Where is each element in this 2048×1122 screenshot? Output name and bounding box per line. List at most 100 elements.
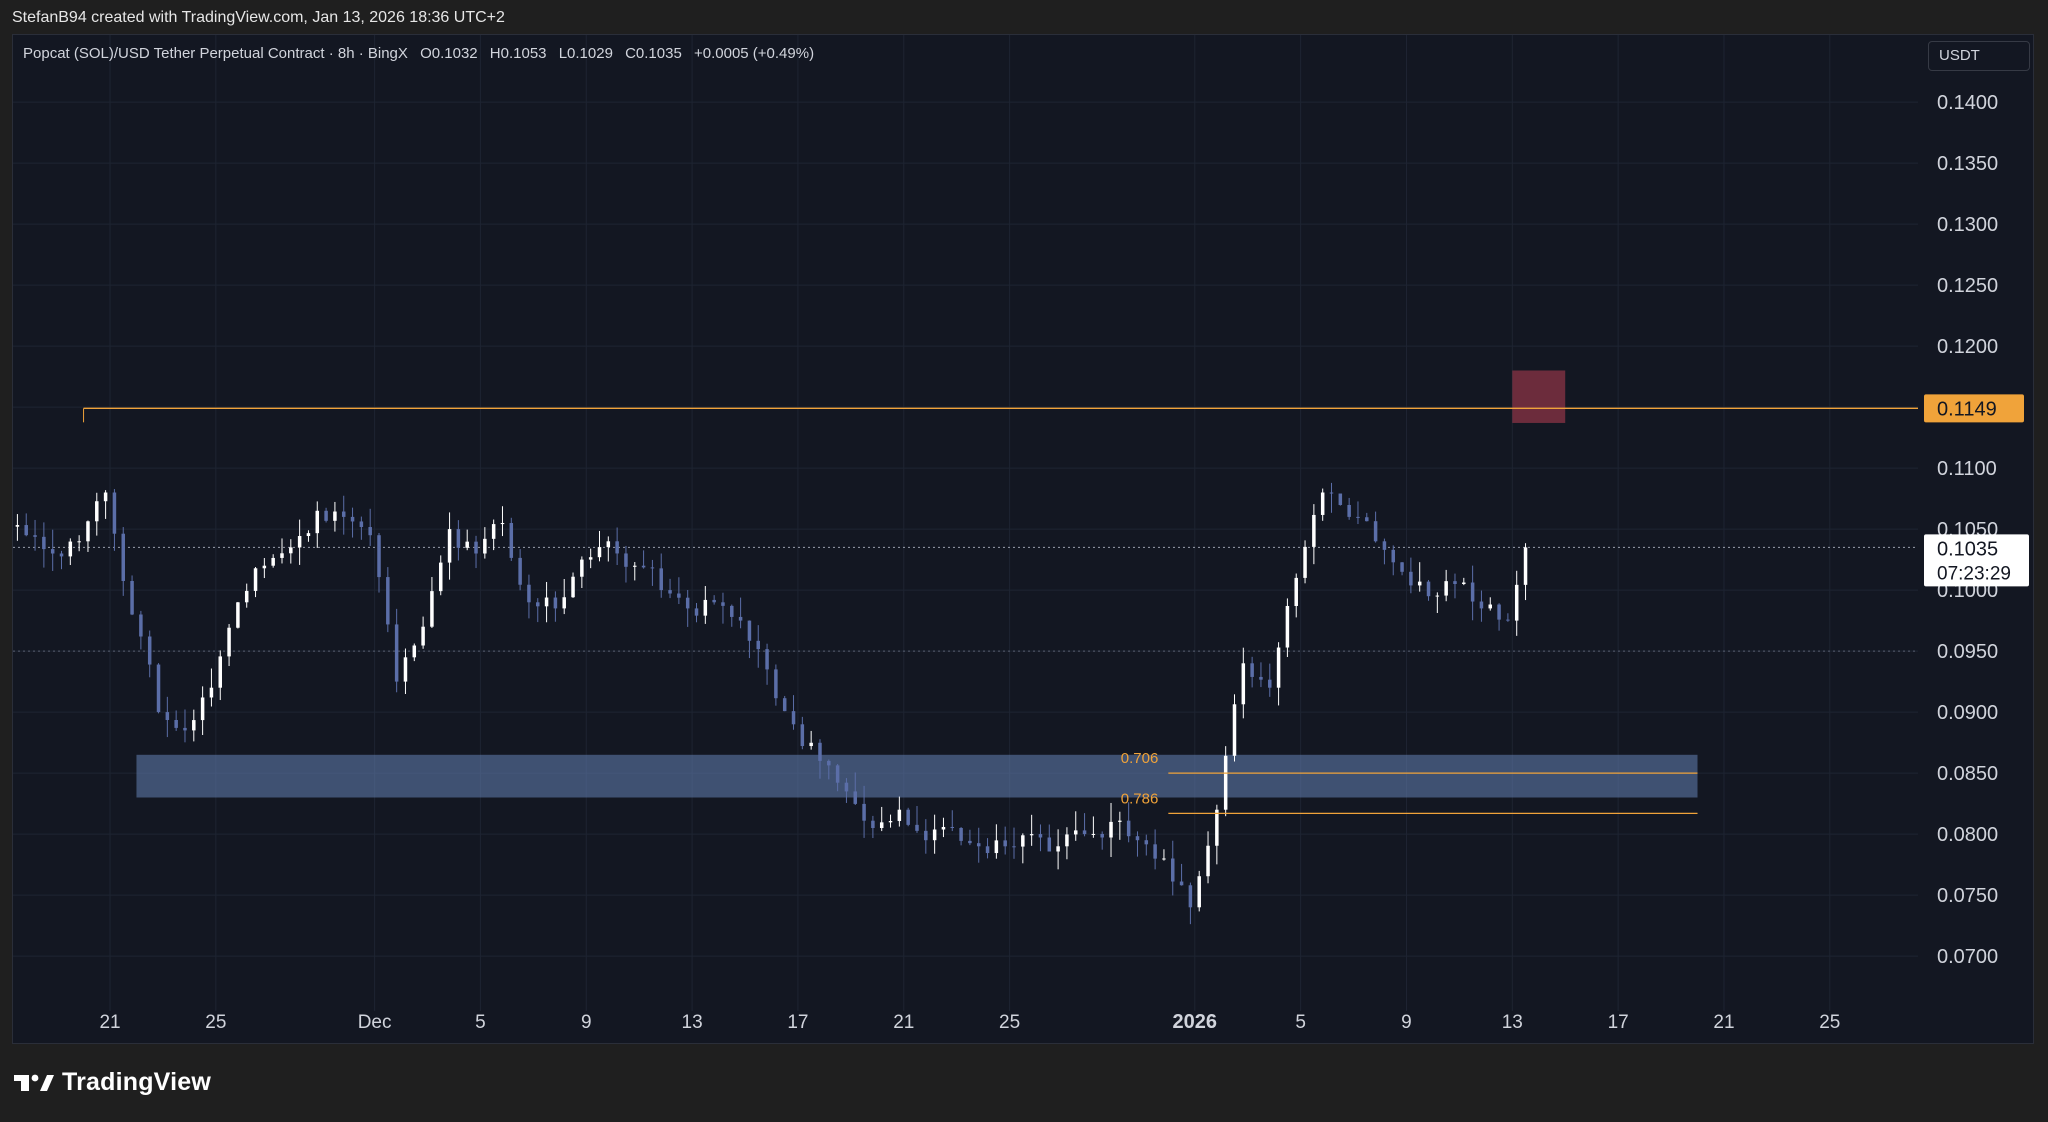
x-tick-label: 9 [581,1012,592,1033]
candle-body [1056,846,1060,852]
candle-body [941,826,946,830]
candle-body [95,501,99,522]
candle-body [959,828,963,841]
candle-body [879,822,884,828]
candle-body [685,597,690,609]
candle-body [1373,521,1378,542]
candle-body [597,547,602,558]
candle-body [871,820,875,828]
candle-body [474,541,478,554]
y-tick-label: 0.0750 [1937,885,1998,907]
x-tick-label: 21 [99,1012,120,1033]
candle-body [1276,647,1281,688]
y-tick-label: 0.0800 [1937,824,1998,846]
x-tick-label: Dec [358,1012,392,1033]
candle-body [835,765,840,783]
symbol-legend[interactable]: Popcat (SOL)/USD Tether Perpetual Contra… [23,45,814,62]
candle-body [615,541,619,554]
chart-frame[interactable]: 0.706 0.786 21 25 Dec 5 9 13 17 21 25 2026 5 9 13 17 21… [12,34,2034,1044]
candle-body [77,541,81,543]
candle-body [139,614,143,637]
candle-body [227,627,231,657]
candle-body [694,608,699,616]
x-tick-label: 9 [1401,1012,1412,1033]
candle-body [827,760,831,766]
candle-body [112,492,117,534]
candle-body [1171,858,1175,882]
candle-body [1523,547,1528,585]
candle-body [456,529,461,548]
candle-body [59,553,64,557]
x-tick-label: 21 [893,1012,914,1033]
candle-body [580,559,584,577]
candle-body [465,541,469,548]
candle-body [1091,833,1096,835]
zones [136,370,1698,798]
tradingview-logo[interactable]: TradingView [14,1068,211,1097]
candle-body [1038,834,1043,838]
candle-body [1444,581,1448,596]
candle-body [1126,820,1131,837]
candle-body [1162,858,1166,860]
candle-body [86,521,90,542]
candle-body [1082,830,1087,835]
candle-body [976,843,981,847]
candle-body [1223,755,1228,810]
candle-body [368,527,372,536]
last-price-tag [1924,534,2029,587]
candle-body [1109,821,1113,838]
candle-body [765,649,769,670]
x-tick-label: 21 [1713,1012,1734,1033]
candle-body [1400,562,1404,572]
candle-body [438,562,443,592]
candle-body [818,742,822,761]
high-value: H0.1053 [489,45,547,62]
candle-body [430,591,434,627]
candle-body [624,553,628,567]
last-price-label: 0.1035 [1937,538,1998,560]
candle-body [518,557,522,585]
x-tick-label: 2026 [1173,1011,1218,1033]
candle-body [280,553,284,558]
currency-unit-button[interactable]: USDT [1928,41,2030,71]
candle-body [633,565,637,567]
candle-body [915,824,919,831]
candles [15,482,1528,925]
candle-body [68,541,73,557]
x-tick-label: 17 [787,1012,808,1033]
candle-body [24,525,28,536]
candle-body [209,687,214,698]
candle-body [1435,595,1440,597]
candle-body [262,565,267,569]
bar-countdown-label: 07:23:29 [1937,563,2011,584]
candle-body [1294,577,1298,606]
levels [83,407,1918,423]
candle-body [218,656,223,688]
candle-body [1073,830,1078,835]
candle-body [1409,571,1413,586]
candle-body [571,576,575,598]
candle-body [297,536,302,548]
candle-body [1479,601,1484,609]
candle-body [950,826,955,828]
candle-body [103,492,108,502]
candle-body [121,533,125,581]
candle-body [932,829,937,841]
candle-body [774,669,778,699]
candle-body [1338,493,1343,505]
fib-label: 0.706 [1121,750,1159,767]
tradingview-logo-icon [14,1074,54,1091]
candle-body [924,830,928,841]
candle-body [730,605,734,617]
candle-body [1329,492,1334,494]
candle-body [289,547,293,554]
candle-body [236,602,240,628]
candle-body [1118,820,1122,822]
y-tick-label: 0.1250 [1937,275,1998,297]
candle-body [809,742,813,747]
x-tick-label: 25 [999,1012,1020,1033]
candle-body [1065,834,1069,847]
y-tick-label: 0.1100 [1937,458,1997,480]
candle-body [562,597,566,609]
